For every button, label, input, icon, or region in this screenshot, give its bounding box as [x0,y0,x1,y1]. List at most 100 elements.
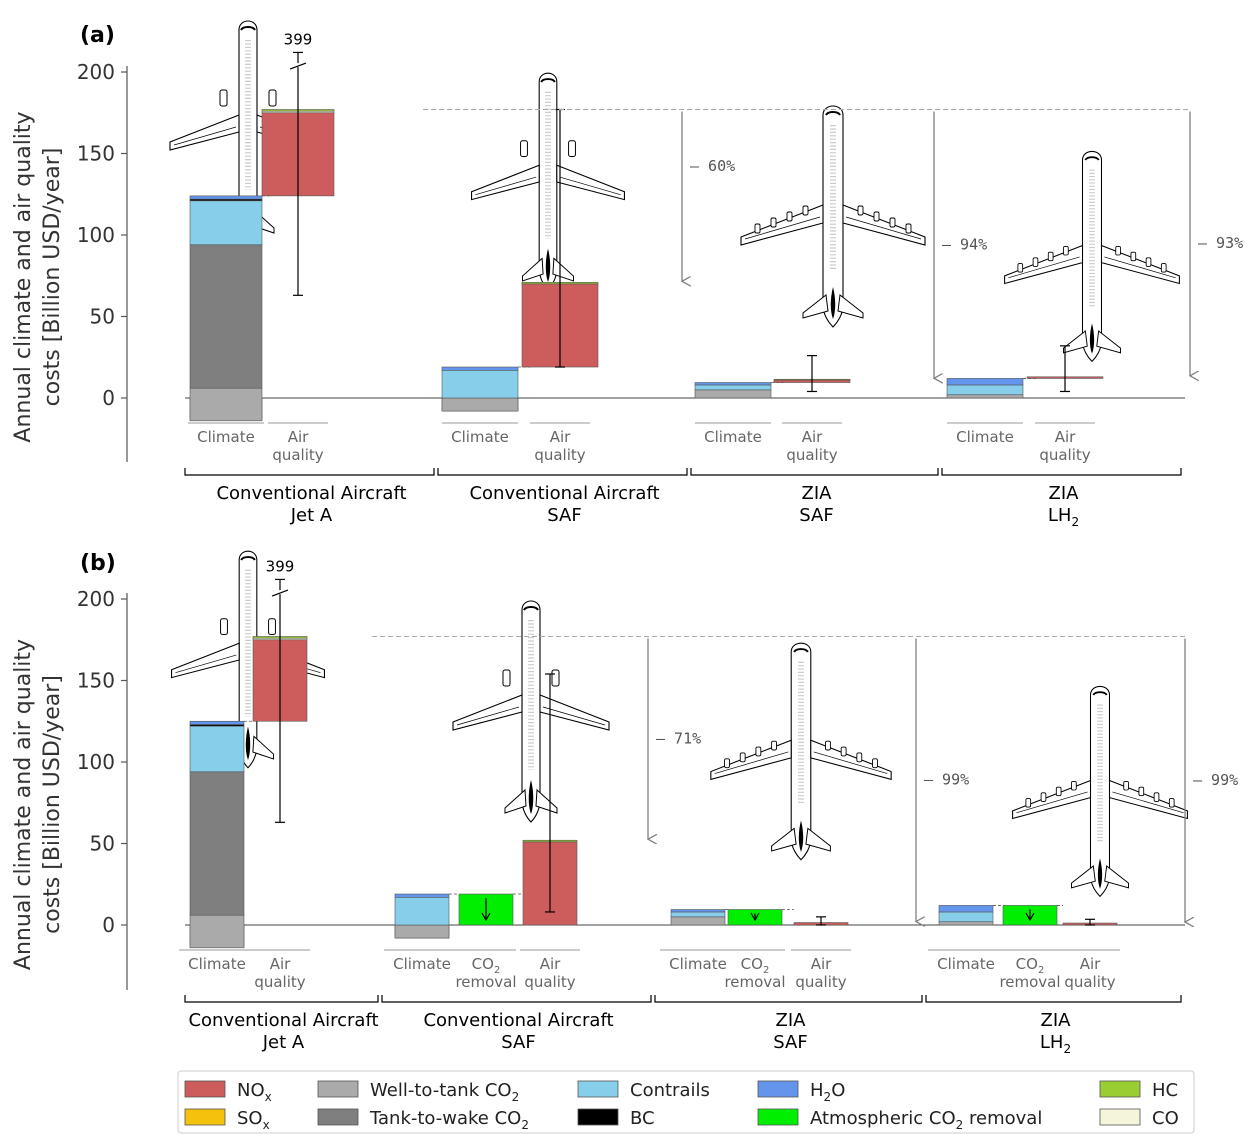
group-label: Conventional Aircraft Jet A [216,483,406,526]
y-tick-label: 50 [90,832,115,856]
bar-segment [938,921,994,926]
y-axis-label: Annual climate and air quality costs [Bil… [11,111,65,442]
removal-arrowhead [481,912,491,922]
reduction-label: – 99% [924,771,969,789]
category-label: Climate [197,428,255,446]
break-value-label: 399 [284,30,313,48]
aircraft-icon [1005,151,1180,361]
bar-segment [394,893,450,898]
group-label: ZIA SAF [799,483,833,526]
bar-segment [946,394,1024,399]
bar-segment [946,384,1024,396]
axis-break [271,589,289,597]
legend-swatch [184,1080,226,1098]
bar-segment [670,911,726,918]
bar-segment [189,725,245,773]
category-label: Climate [669,955,727,973]
legend-label: Atmospheric CO2 removal [810,1108,1042,1132]
bar-segment [694,382,772,386]
reduction-label: – 94% [942,235,987,253]
group-label: Conventional Aircraft Jet A [188,1010,378,1053]
group-bracket [381,995,652,1003]
legend-label: H2O [810,1080,845,1104]
reduction-label: – 99% [1193,771,1238,789]
bar-segment [189,720,245,725]
panel-label: (a) [80,23,115,48]
group-label: ZIA SAF [773,1010,807,1053]
legend-swatch [577,1108,619,1126]
bar-segment [394,896,450,926]
legend-swatch [1099,1080,1141,1098]
category-label: Climate [937,955,995,973]
bar-segment [670,916,726,926]
bar-segment [189,387,263,422]
legend-swatch [317,1080,359,1098]
legend-label: BC [630,1108,655,1129]
bar-segment [938,911,994,923]
legend-swatch [317,1108,359,1126]
bar-segment [189,244,263,389]
category-label: CO2 removal [724,955,785,991]
aircraft-icon [741,106,925,327]
bar-segment [441,369,519,399]
bar-segment [189,200,263,246]
y-tick-label: 0 [102,913,115,937]
legend-label: Contrails [630,1080,710,1101]
panel-b: (b) 0 50 100 150 200 Annual climate and air qu… [11,551,1238,1056]
group-bracket [941,468,1182,476]
y-tick-label: 50 [90,305,115,329]
group-label: ZIA LH2 [1048,483,1079,529]
legend-label: HC [1152,1080,1178,1101]
category-label: Air quality [1064,955,1115,991]
category-label: Air quality [254,955,305,991]
legend: NOx Well-to-tank CO2 Contrails H2O HC SOx Tank… [177,1070,1195,1134]
bar-segment [189,195,263,200]
panel-label: (b) [80,551,116,576]
aircraft-icon [472,73,625,290]
removal-arrowhead [750,912,760,922]
legend-swatch [757,1108,799,1126]
legend-label: NOx [237,1080,272,1104]
y-tick-label: 0 [102,386,115,410]
group-label: Conventional Aircraft SAF [423,1010,613,1053]
category-label: Climate [451,428,509,446]
aircraft-icon [1013,686,1188,896]
bar-segment [189,771,245,916]
legend-label: SOx [237,1108,270,1132]
y-tick-label: 100 [77,750,115,774]
y-tick-label: 150 [77,669,115,693]
category-label: Climate [956,428,1014,446]
bar-segment [694,384,772,391]
group-label: ZIA LH2 [1040,1010,1071,1056]
legend-box [177,1070,1195,1134]
panel-a: (a) 0 50 100 150 200 Annual climate and air qu… [11,21,1243,529]
group-bracket [184,995,379,1003]
legend-swatch [577,1080,619,1098]
category-label: Climate [393,955,451,973]
category-label: Air quality [272,428,323,464]
axis-break [289,62,307,70]
group-label: Conventional Aircraft SAF [469,483,659,526]
break-value-label: 399 [266,557,295,575]
reduction-label: – 93% [1198,234,1243,252]
bar-segment [946,378,1024,386]
legend-swatch [1099,1108,1141,1126]
bar-segment [938,905,994,913]
category-label: CO2 removal [455,955,516,991]
group-bracket [184,468,435,476]
category-label: Air quality [534,428,585,464]
bar-segment [441,366,519,371]
group-bracket [437,468,688,476]
legend-swatch [757,1080,799,1098]
y-tick-label: 200 [77,60,115,84]
bar-segment [670,909,726,913]
aircraft-icon [711,643,891,860]
category-label: Air quality [524,955,575,991]
bar-segment [394,924,450,939]
y-tick-label: 100 [77,223,115,247]
bar-segment [694,389,772,399]
bar-segment [441,397,519,412]
legend-swatch [184,1108,226,1126]
y-tick-label: 150 [77,142,115,166]
